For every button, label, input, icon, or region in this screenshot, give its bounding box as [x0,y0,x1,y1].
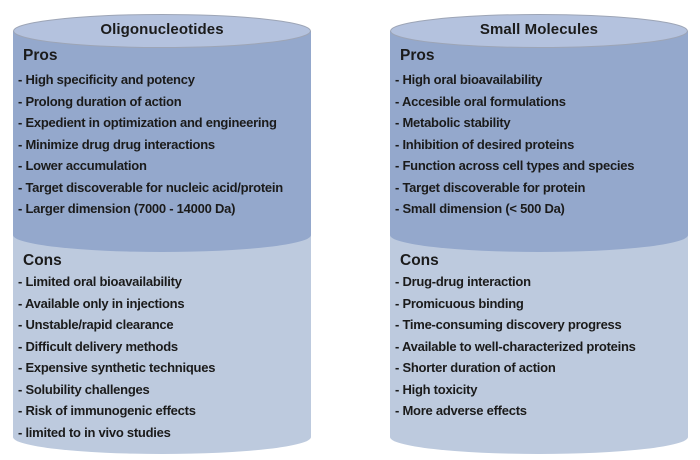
pros-section: Pros - High oral bioavailability - Accesi… [395,46,687,220]
pros-list: - High specificity and potency - Prolong … [18,69,310,220]
list-item: - Small dimension (< 500 Da) [395,201,565,216]
list-item: - Expedient in optimization and engineer… [18,115,277,130]
panel-oligonucleotides: Oligonucleotides Pros - High specificity… [13,14,311,460]
cons-label: Cons [23,252,62,269]
cons-list: - Drug-drug interaction - Promicuous bind… [395,271,687,422]
cylinder-lid [13,14,311,48]
list-item: - Solubility challenges [18,381,150,397]
list-item: - Target discoverable for protein [395,179,586,195]
list-item: - Target discoverable for nucleic acid/p… [18,179,283,195]
list-item: - Shorter duration of action [395,360,556,375]
list-item: - Function across cell types and species [395,158,635,173]
list-item: - Available to well-characterized protei… [395,338,636,354]
list-item: - Larger dimension (7000 - 14000 Da) [18,201,236,216]
list-item: - High oral bioavailability [395,72,543,87]
list-item: - Lower accumulation [18,158,147,173]
panel-title: Small Molecules [479,21,599,38]
list-item: - Expensive synthetic techniques [18,360,216,375]
list-item: - Promicuous binding [395,295,524,311]
list-item: - Difficult delivery methods [18,338,178,354]
list-item: - Risk of immunogenic effects [18,403,196,418]
list-item: - Limited oral bioavailability [18,274,182,289]
cons-section: Cons - Drug-drug interaction - Promicuous… [395,251,687,422]
list-item: - Available only in injections [18,295,185,311]
panel-small-molecules: Small Molecules Pros - High oral bioavai… [390,14,688,460]
cylinder-cons-body [13,235,311,454]
cons-section: Cons - Limited oral bioavailability - Ava… [18,251,310,443]
cylinder-pros-body [13,31,311,252]
list-item: - Accesible oral formulations [395,93,566,109]
cylinder-shape [13,14,311,454]
pros-section: Pros - High specificity and potency - Pro… [18,46,310,220]
list-item: - High toxicity [395,381,478,397]
list-item: - Prolong duration of action [18,93,182,109]
cylinder-shape [390,14,688,454]
list-item: - Time-consuming discovery progress [395,317,622,332]
cylinder-lid [390,14,688,48]
cons-label: Cons [400,252,439,269]
list-item: - Inhibition of desired proteins [395,136,575,152]
pros-label: Pros [23,47,58,64]
pros-list: - High oral bioavailability - Accesible o… [395,69,687,220]
cylinder-pros-body [390,31,688,252]
list-item: - High specificity and potency [18,72,195,87]
panel-title: Oligonucleotides [100,21,224,38]
cons-list: - Limited oral bioavailability - Availabl… [18,271,310,443]
pros-label: Pros [400,47,435,64]
list-item: - Drug-drug interaction [395,274,531,289]
list-item: - More adverse effects [395,403,527,418]
list-item: - limited to in vivo studies [18,424,171,440]
list-item: - Unstable/rapid clearance [18,317,174,332]
cylinder-cons-body [390,235,688,454]
list-item: - Minimize drug drug interactions [18,136,215,152]
list-item: - Metabolic stability [395,115,511,130]
